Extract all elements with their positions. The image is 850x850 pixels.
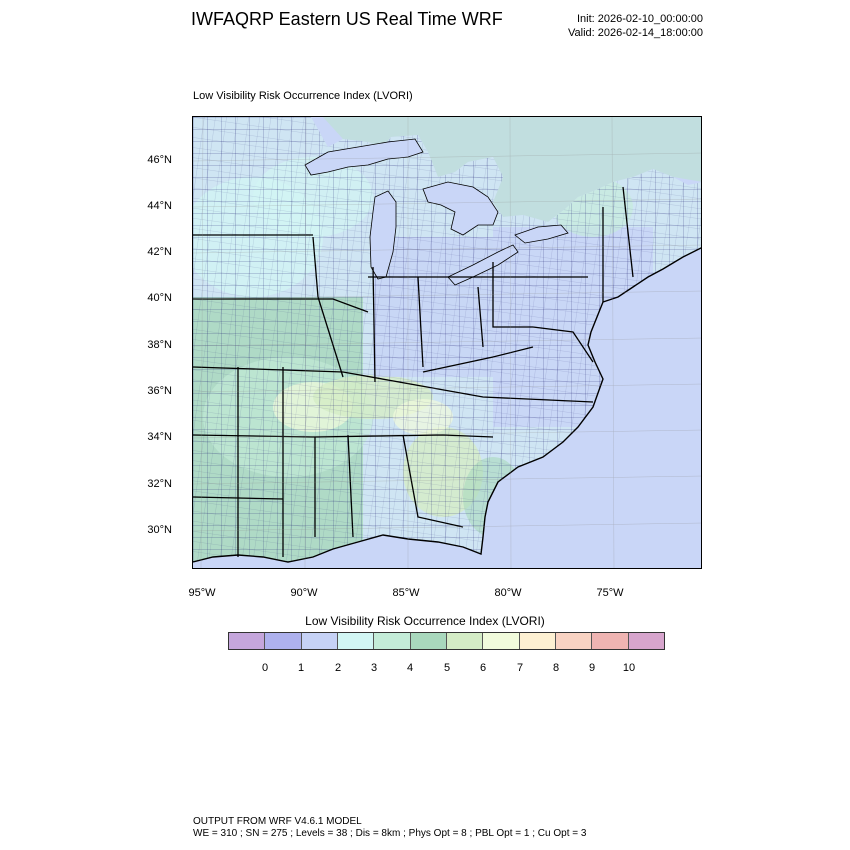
lat-label-36: 36°N xyxy=(147,385,172,397)
colorbar-swatch xyxy=(519,633,556,649)
colorbar-label: 4 xyxy=(406,662,414,674)
colorbar-label: 7 xyxy=(516,662,524,674)
lake-erie xyxy=(447,244,519,286)
lat-label-40: 40°N xyxy=(147,292,172,304)
lat-label-32: 32°N xyxy=(147,478,172,490)
colorbar-swatch xyxy=(410,633,447,649)
lake-ontario xyxy=(514,224,569,244)
lon-label-90w: 90°W xyxy=(290,587,318,599)
lat-label-30: 30°N xyxy=(147,524,172,536)
colorbar-label: 2 xyxy=(334,662,342,674)
plot-title: IWFAQRP Eastern US Real Time WRF xyxy=(191,9,503,29)
lat-label-46: 46°N xyxy=(147,154,172,166)
colorbar-swatch xyxy=(446,633,484,649)
colorbar-title: Low Visibility Risk Occurrence Index (LV… xyxy=(305,614,545,628)
colorbar-swatch xyxy=(592,633,629,649)
lon-label-80w: 80°W xyxy=(494,587,522,599)
lon-label-95w: 95°W xyxy=(188,587,216,599)
colorbar-label: 1 xyxy=(297,662,305,674)
map-subtitle: Low Visibility Risk Occurrence Index (LV… xyxy=(193,90,413,102)
colorbar-swatch xyxy=(483,633,520,649)
colorbar-swatch xyxy=(337,633,375,649)
footer-model: OUTPUT FROM WRF V4.6.1 MODEL xyxy=(193,816,362,827)
colorbar xyxy=(228,632,665,650)
colorbar-label: 8 xyxy=(552,662,560,674)
init-time: Init: 2026-02-10_00:00:00 xyxy=(577,13,703,25)
colorbar-label: 6 xyxy=(479,662,487,674)
lat-label-38: 38°N xyxy=(147,339,172,351)
colorbar-swatch xyxy=(229,633,266,649)
valid-time: Valid: 2026-02-14_18:00:00 xyxy=(568,27,703,39)
graticule xyxy=(193,117,701,568)
lat-label-42: 42°N xyxy=(147,246,172,258)
colorbar-label: 3 xyxy=(370,662,378,674)
canada-land xyxy=(323,117,701,222)
colorbar-label: 0 xyxy=(261,662,269,674)
colorbar-label: 10 xyxy=(622,662,636,674)
colorbar-swatch xyxy=(555,633,593,649)
state-boundaries xyxy=(193,186,634,557)
colorbar-label: 9 xyxy=(588,662,596,674)
footer-config: WE = 310 ; SN = 275 ; Levels = 38 ; Dis … xyxy=(193,828,587,839)
map-canvas xyxy=(193,117,701,568)
lon-label-75w: 75°W xyxy=(596,587,624,599)
colorbar-swatch xyxy=(374,633,411,649)
colorbar-swatch xyxy=(265,633,302,649)
colorbar-swatch xyxy=(301,633,338,649)
coastline xyxy=(193,247,701,563)
lat-label-34: 34°N xyxy=(147,431,172,443)
lat-label-44: 44°N xyxy=(147,200,172,212)
lon-label-85w: 85°W xyxy=(392,587,420,599)
colorbar-label: 5 xyxy=(443,662,451,674)
map-panel xyxy=(192,116,702,569)
colorbar-swatch xyxy=(628,633,664,649)
lake-huron xyxy=(422,181,499,236)
